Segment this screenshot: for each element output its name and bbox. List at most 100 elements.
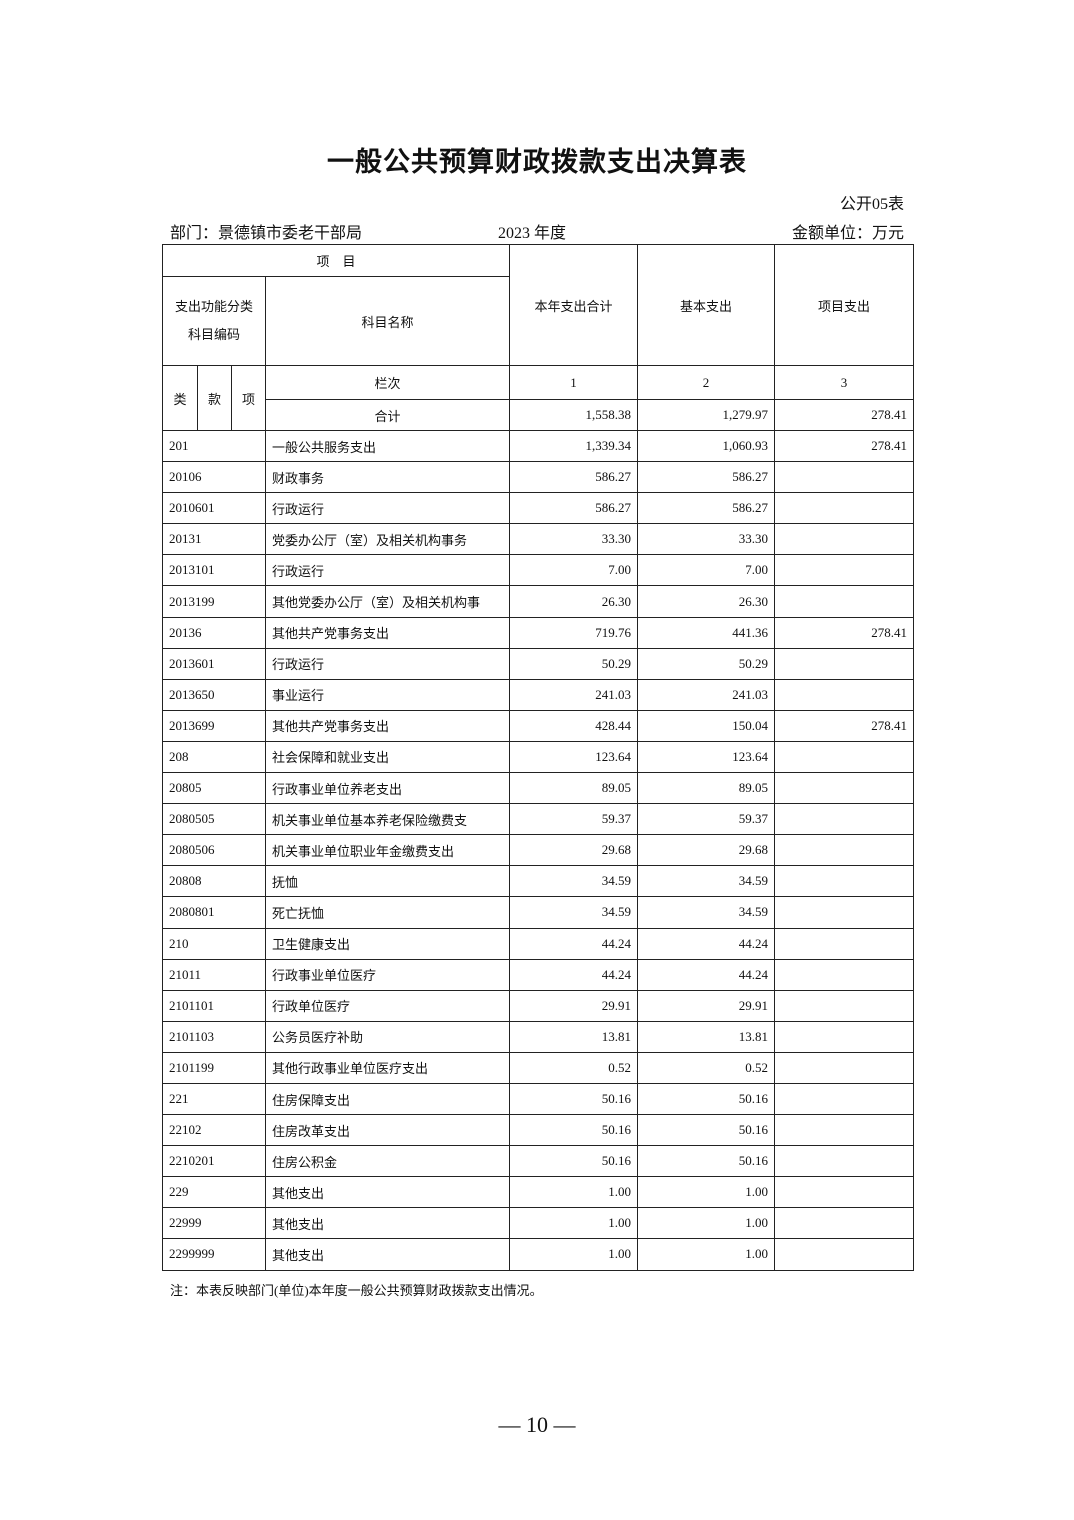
table-row: 2010601 行政运行 586.27 586.27 [162,492,915,525]
page-title: 一般公共预算财政拨款支出决算表 [327,147,747,178]
row-name: 行政单位医疗 [264,989,511,1022]
row-project [774,1145,915,1178]
row-name: 党委办公厅（室）及相关机构事务 [264,523,511,556]
row-basic: 1,060.93 [637,429,776,463]
table-row: 20131 党委办公厅（室）及相关机构事务 33.30 33.30 [162,523,915,556]
row-total: 50.16 [509,1145,639,1178]
row-code: 2101103 [162,1020,266,1053]
table-row: 21011 行政事业单位医疗 44.24 44.24 [162,958,915,991]
row-name: 其他支出 [264,1176,511,1209]
table-row: 2013601 行政运行 50.29 50.29 [162,647,915,680]
row-project: 278.41 [774,429,915,463]
row-code: 20106 [162,461,266,494]
row-total: 33.30 [509,523,639,556]
table-row: 2299999 其他支出 1.00 1.00 [162,1238,915,1271]
row-name: 财政事务 [264,461,511,494]
table-row: 221 住房保障支出 50.16 50.16 [162,1082,915,1116]
row-project [774,772,915,805]
row-basic: 150.04 [637,709,776,742]
lanci-3: 3 [774,365,915,400]
row-basic: 50.16 [637,1114,776,1147]
row-total: 50.16 [509,1082,639,1116]
row-name: 事业运行 [264,678,511,711]
row-code: 20808 [162,865,266,898]
header-xiang: 项 [231,365,266,431]
row-project [774,927,915,960]
row-total: 586.27 [509,461,639,494]
expenditure-table: 项 目 本年支出合计 基本支出 项目支出 支出功能分类科目编码 科目名称 类 款… [161,244,915,1271]
row-total: 26.30 [509,585,639,618]
row-code: 2299999 [162,1238,266,1271]
row-total: 50.16 [509,1114,639,1147]
row-total: 50.29 [509,647,639,680]
row-code: 2010601 [162,492,266,525]
table-row: 208 社会保障和就业支出 123.64 123.64 [162,740,915,774]
row-code: 2210201 [162,1145,266,1178]
row-total: 59.37 [509,803,639,836]
row-basic: 89.05 [637,772,776,805]
department: 部门：景德镇市委老干部局 [170,225,363,242]
row-basic: 34.59 [637,896,776,929]
table-row: 2013650 事业运行 241.03 241.03 [162,678,915,711]
row-project [774,523,915,556]
row-total: 719.76 [509,616,639,649]
row-project [774,834,915,867]
row-code: 20136 [162,616,266,649]
row-name: 机关事业单位职业年金缴费支出 [264,834,511,867]
row-code: 210 [162,927,266,960]
row-project [774,896,915,929]
row-code: 22102 [162,1114,266,1147]
row-basic: 59.37 [637,803,776,836]
row-code: 208 [162,740,266,774]
header-lei: 类 [162,365,198,431]
row-code: 2013199 [162,585,266,618]
row-code: 229 [162,1176,266,1209]
row-total: 34.59 [509,865,639,898]
row-code: 221 [162,1082,266,1116]
row-project [774,554,915,587]
row-code: 2101199 [162,1051,266,1084]
fiscal-year: 2023 年度 [498,225,567,242]
table-row: 201 一般公共服务支出 1,339.34 1,060.93 278.41 [162,429,915,463]
table-row: 22102 住房改革支出 50.16 50.16 [162,1114,915,1147]
table-row: 2210201 住房公积金 50.16 50.16 [162,1145,915,1178]
row-name: 行政运行 [264,647,511,680]
row-total: 241.03 [509,678,639,711]
row-project [774,865,915,898]
row-total: 1,339.34 [509,429,639,463]
row-code: 2013699 [162,709,266,742]
table-tag: 公开05表 [839,196,904,213]
row-name: 住房改革支出 [264,1114,511,1147]
row-code: 22999 [162,1207,266,1240]
row-basic: 29.91 [637,989,776,1022]
row-total: 586.27 [509,492,639,525]
table-row: 210 卫生健康支出 44.24 44.24 [162,927,915,960]
row-project [774,958,915,991]
row-project [774,1238,915,1271]
table-row: 20805 行政事业单位养老支出 89.05 89.05 [162,772,915,805]
row-name: 社会保障和就业支出 [264,740,511,774]
row-total: 7.00 [509,554,639,587]
row-name: 其他共产党事务支出 [264,709,511,742]
row-name: 死亡抚恤 [264,896,511,929]
lanci-1: 1 [509,365,639,400]
row-name: 一般公共服务支出 [264,429,511,463]
row-basic: 1.00 [637,1207,776,1240]
table-row: 20136 其他共产党事务支出 719.76 441.36 278.41 [162,616,915,649]
row-code: 2013650 [162,678,266,711]
row-name: 公务员医疗补助 [264,1020,511,1053]
row-project: 278.41 [774,709,915,742]
header-project: 项目支出 [774,244,915,366]
row-project [774,678,915,711]
header-item: 项 目 [161,244,511,277]
row-project [774,803,915,836]
header-kuan: 款 [197,365,232,431]
table-row: 2080506 机关事业单位职业年金缴费支出 29.68 29.68 [162,834,915,867]
row-total: 44.24 [509,958,639,991]
row-basic: 586.27 [637,492,776,525]
row-project [774,492,915,525]
row-name: 住房公积金 [264,1145,511,1178]
table-row: 20808 抚恤 34.59 34.59 [162,865,915,898]
row-project [774,1176,915,1209]
row-total: 89.05 [509,772,639,805]
